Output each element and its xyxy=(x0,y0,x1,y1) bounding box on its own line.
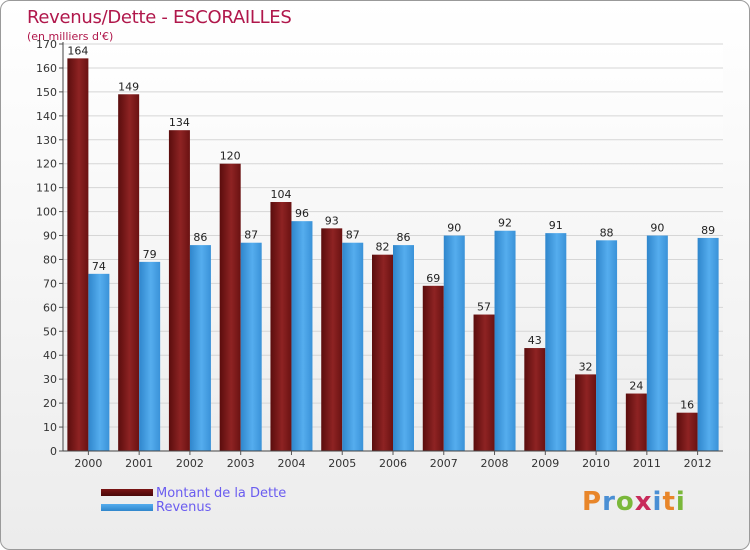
bar-debt xyxy=(270,202,292,451)
y-tick-label: 60 xyxy=(43,301,57,314)
data-label-debt: 24 xyxy=(629,380,643,393)
data-label-debt: 43 xyxy=(528,334,542,347)
bar-revenue xyxy=(646,235,668,451)
bar-debt xyxy=(118,94,140,451)
x-tick-label: 2011 xyxy=(633,457,661,470)
data-label-debt: 134 xyxy=(169,116,190,129)
bar-revenue xyxy=(494,230,516,451)
x-tick-label: 2005 xyxy=(328,457,356,470)
bar-revenue xyxy=(596,240,618,451)
bar-debt xyxy=(321,228,343,451)
bar-debt xyxy=(575,374,597,451)
bar-revenue xyxy=(697,237,719,451)
data-label-debt: 120 xyxy=(220,150,241,163)
data-label-debt: 82 xyxy=(376,241,390,254)
x-tick-label: 2010 xyxy=(582,457,610,470)
x-tick-label: 2008 xyxy=(481,457,509,470)
y-tick-label: 140 xyxy=(36,110,57,123)
y-tick-label: 40 xyxy=(43,349,57,362)
x-tick-label: 2012 xyxy=(684,457,712,470)
bar-revenue xyxy=(189,245,211,451)
y-tick-label: 160 xyxy=(36,62,57,75)
data-label-revenue: 87 xyxy=(244,229,258,242)
logo-letter: t xyxy=(662,487,676,517)
bar-revenue xyxy=(139,261,161,451)
data-label-revenue: 90 xyxy=(650,222,664,235)
data-label-debt: 149 xyxy=(118,80,139,93)
y-tick-label: 20 xyxy=(43,397,57,410)
data-label-revenue: 88 xyxy=(600,226,614,239)
data-label-revenue: 92 xyxy=(498,217,512,230)
bar-revenue xyxy=(342,242,364,451)
y-tick-label: 90 xyxy=(43,230,57,243)
logo-letter: r xyxy=(602,487,616,517)
y-tick-label: 80 xyxy=(43,253,57,266)
x-tick-label: 2002 xyxy=(176,457,204,470)
data-label-debt: 16 xyxy=(680,399,694,412)
x-tick-label: 2000 xyxy=(74,457,102,470)
logo-letter: P xyxy=(582,487,603,517)
bar-revenue xyxy=(443,235,465,451)
data-label-debt: 93 xyxy=(325,214,339,227)
y-tick-label: 0 xyxy=(50,445,57,458)
bar-debt xyxy=(473,314,495,451)
x-tick-label: 2009 xyxy=(531,457,559,470)
bar-debt xyxy=(67,58,89,451)
y-tick-label: 150 xyxy=(36,86,57,99)
x-tick-label: 2003 xyxy=(227,457,255,470)
x-tick-label: 2004 xyxy=(277,457,305,470)
logo-letter: i xyxy=(652,487,663,517)
bar-debt xyxy=(372,254,393,451)
bar-revenue xyxy=(88,273,110,451)
data-label-debt: 164 xyxy=(67,44,88,57)
bar-revenue xyxy=(393,245,414,451)
logo-letter: i xyxy=(675,487,686,517)
bar-debt xyxy=(168,130,190,451)
legend-label-debt: Montant de la Dette xyxy=(156,486,287,501)
y-tick-label: 10 xyxy=(43,421,57,434)
bar-revenue xyxy=(545,233,567,451)
data-label-revenue: 89 xyxy=(701,224,715,237)
chart-subtitle: (en milliers d'€) xyxy=(27,30,114,43)
data-label-debt: 69 xyxy=(426,272,440,285)
data-label-revenue: 87 xyxy=(346,229,360,242)
logo-letter: x xyxy=(634,487,653,517)
data-label-revenue: 91 xyxy=(549,219,563,232)
data-label-revenue: 79 xyxy=(143,248,157,261)
data-label-revenue: 74 xyxy=(92,260,106,273)
x-tick-label: 2007 xyxy=(430,457,458,470)
data-label-debt: 32 xyxy=(579,360,593,373)
logo-letter: o xyxy=(615,487,635,517)
legend-swatch-debt xyxy=(101,489,153,496)
y-tick-label: 120 xyxy=(36,158,57,171)
bar-revenue xyxy=(291,221,313,451)
y-tick-label: 170 xyxy=(36,38,57,51)
chart-title: Revenus/Dette - ESCORAILLES xyxy=(27,7,292,28)
bar-debt xyxy=(625,393,647,451)
y-tick-label: 30 xyxy=(43,373,57,386)
x-tick-label: 2001 xyxy=(125,457,153,470)
data-label-revenue: 86 xyxy=(397,231,411,244)
x-tick-label: 2006 xyxy=(379,457,407,470)
y-tick-label: 130 xyxy=(36,134,57,147)
proxiti-logo: Proxiti xyxy=(582,487,686,517)
bar-revenue xyxy=(240,242,262,451)
legend-swatch-revenue xyxy=(101,504,153,511)
y-tick-label: 50 xyxy=(43,325,57,338)
legend-label-revenue: Revenus xyxy=(156,500,212,515)
y-tick-label: 110 xyxy=(36,182,57,195)
data-label-revenue: 96 xyxy=(295,207,309,220)
bar-debt xyxy=(422,285,444,451)
bar-debt xyxy=(524,348,546,451)
data-label-revenue: 90 xyxy=(447,222,461,235)
y-tick-label: 70 xyxy=(43,277,57,290)
data-label-debt: 104 xyxy=(270,188,291,201)
bar-debt xyxy=(676,412,698,451)
y-tick-label: 100 xyxy=(36,206,57,219)
data-label-revenue: 86 xyxy=(193,231,207,244)
data-label-debt: 57 xyxy=(477,301,491,314)
bar-debt xyxy=(219,163,241,452)
